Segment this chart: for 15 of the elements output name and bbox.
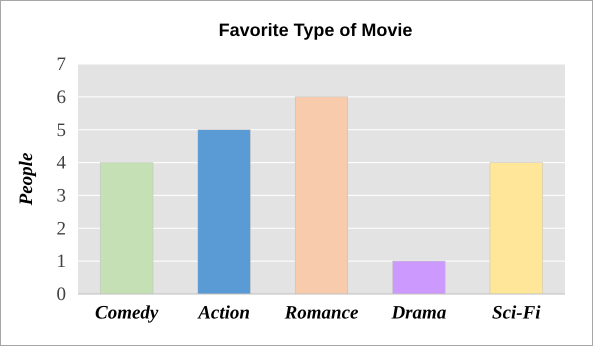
x-tick-label: Drama (390, 302, 447, 324)
y-axis-title: People (16, 152, 37, 206)
y-tick-label: 5 (56, 120, 66, 141)
y-tick-label: 6 (56, 86, 66, 108)
y-tick-label: 7 (56, 54, 66, 76)
y-tick-label: 0 (56, 284, 66, 306)
x-tick-label: Comedy (95, 302, 159, 324)
x-tick-label: Sci-Fi (492, 302, 542, 324)
chart-title: Favorite Type of Movie (218, 20, 412, 40)
y-tick-label: 4 (56, 152, 66, 174)
x-tick-label: Action (197, 302, 250, 324)
y-tick-label: 3 (56, 186, 66, 207)
x-tick-label: Romance (284, 302, 360, 324)
y-tick-label: 1 (56, 251, 66, 272)
y-tick-label: 2 (56, 218, 66, 240)
